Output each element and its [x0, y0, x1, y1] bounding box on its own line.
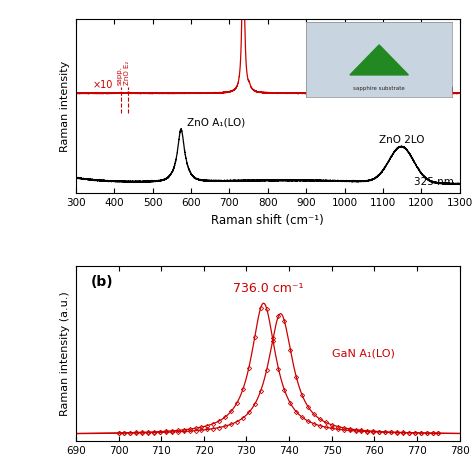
Text: ZnO 2LO: ZnO 2LO [379, 135, 425, 145]
Y-axis label: Raman intensity (a.u.): Raman intensity (a.u.) [60, 292, 70, 416]
Text: ZnO A₁(LO): ZnO A₁(LO) [187, 117, 246, 127]
Text: ×10: ×10 [93, 81, 113, 91]
Text: GaN A₁(LO): GaN A₁(LO) [332, 348, 395, 358]
Text: ZnO E₂: ZnO E₂ [124, 61, 130, 85]
Text: 325 nm: 325 nm [414, 177, 454, 187]
Text: sapp.: sapp. [117, 66, 123, 85]
Text: 736.0 cm⁻¹: 736.0 cm⁻¹ [233, 283, 303, 295]
X-axis label: Raman shift (cm⁻¹): Raman shift (cm⁻¹) [211, 214, 324, 227]
Text: 532 nm: 532 nm [414, 84, 454, 94]
Text: (b): (b) [91, 275, 114, 289]
Y-axis label: Raman intensity: Raman intensity [60, 61, 70, 152]
